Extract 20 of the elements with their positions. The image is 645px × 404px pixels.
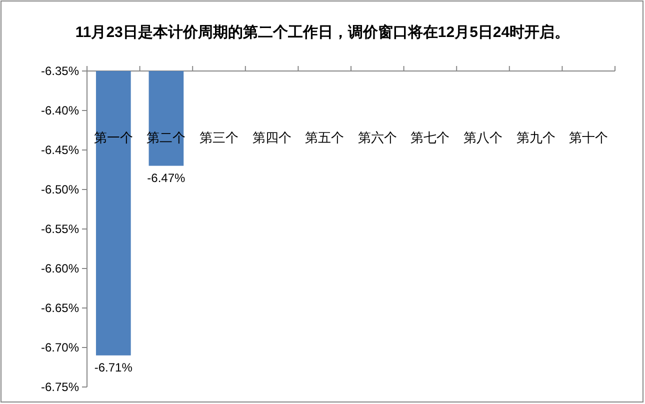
x-tick-label: 第五个	[305, 130, 344, 145]
x-tick-label: 第七个	[410, 130, 450, 145]
y-tick-label: -6.55%	[40, 222, 80, 236]
text: -6.71%	[94, 360, 132, 374]
x-tick-label: 第三个	[200, 130, 238, 145]
y-tick-label: -6.45%	[40, 143, 80, 157]
x-tick-label: 第十个	[569, 130, 608, 145]
y-tick-label: -6.50%	[40, 182, 80, 196]
text: -6.47%	[147, 170, 186, 185]
chart-title: 11月23日是本计价周期的第二个工作日，调价窗口将在12月5日24时开启。	[75, 23, 570, 41]
y-tick-label: -6.60%	[40, 262, 80, 276]
y-tick-label: -6.40%	[40, 104, 80, 118]
x-tick-label: 第四个	[252, 130, 292, 145]
y-tick-label: -6.70%	[40, 340, 80, 354]
x-tick-label: 第八个	[464, 130, 502, 145]
y-tick-label: -6.65%	[40, 301, 80, 315]
x-tick-label: 第六个	[358, 130, 397, 145]
x-tick-label: 第九个	[516, 130, 556, 145]
y-tick-label: -6.75%	[40, 380, 80, 394]
y-tick-label: -6.35%	[40, 64, 80, 78]
